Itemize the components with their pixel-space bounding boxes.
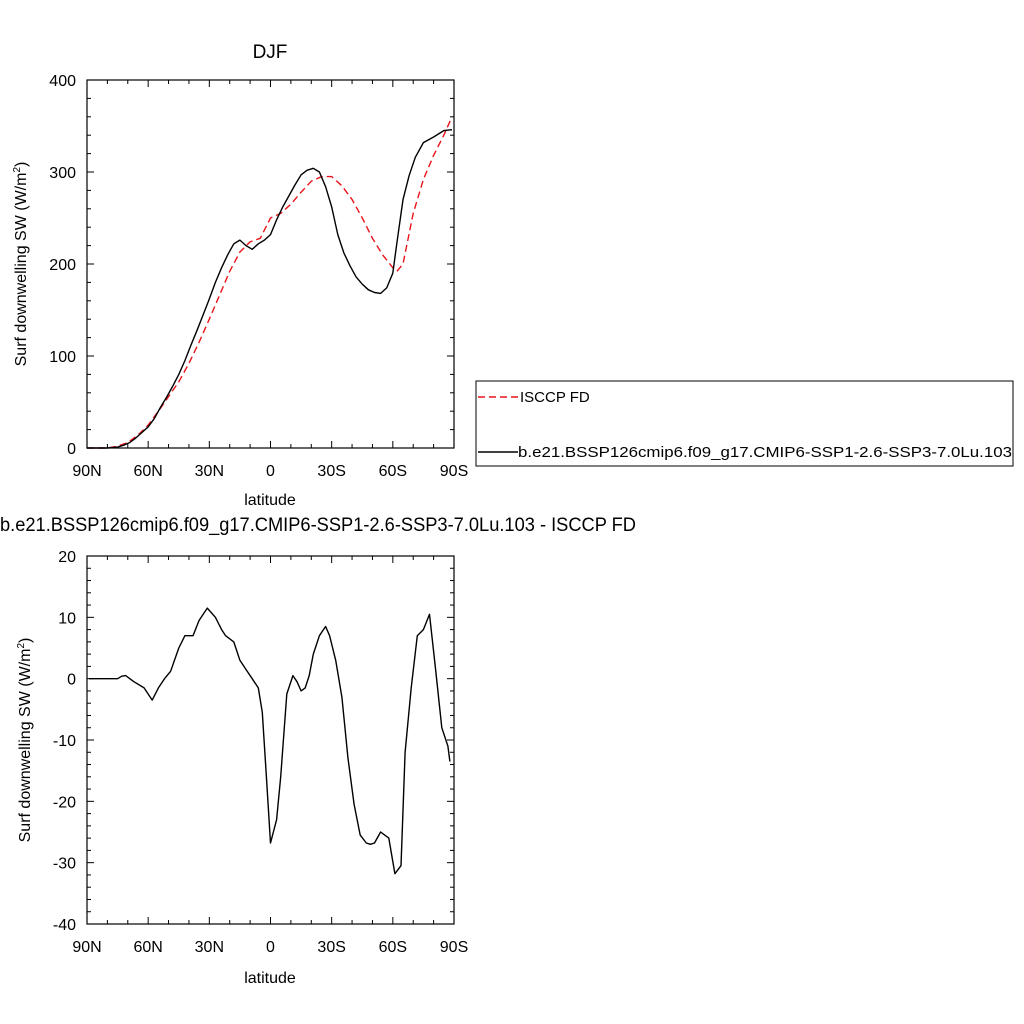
top-x-tick-label: 30S (317, 463, 345, 480)
legend-label-model: b.e21.BSSP126cmip6.f09_g17.CMIP6-SSP1-2.… (518, 444, 1012, 461)
top-series-line-0 (87, 116, 453, 449)
bottom-y-tick-label: -10 (53, 733, 76, 750)
top-chart-ticks: 90N 60N 30N 0 30S 60S 90S 0 100 200 300 400 (49, 73, 468, 480)
top-x-axis-title: latitude (244, 492, 296, 509)
bottom-x-tick-label: 90S (440, 939, 468, 956)
top-y-tick-label: 0 (67, 441, 76, 458)
bottom-y-tick-label: -20 (53, 794, 76, 811)
top-series-line-1 (87, 129, 453, 449)
bottom-y-tick-label: 0 (67, 672, 76, 689)
bottom-x-tick-label: 90N (72, 939, 101, 956)
bottom-y-axis-title: Surf downwelling SW (W/m2) (16, 638, 34, 843)
bottom-chart-marks (89, 607, 451, 875)
top-x-tick-label: 0 (266, 463, 275, 480)
bottom-y-tick-label: -40 (53, 917, 76, 934)
legend: ISCCP FD b.e21.BSSP126cmip6.f09_g17.CMIP… (475, 380, 1014, 467)
top-y-axis-title: Surf downwelling SW (W/m2) (12, 162, 30, 367)
bottom-x-tick-label: 30N (195, 939, 224, 956)
bottom-x-tick-label: 0 (266, 939, 275, 956)
bottom-y-tick-label: 10 (58, 610, 76, 627)
top-y-tick-label: 100 (49, 349, 76, 366)
legend-box (475, 380, 1014, 467)
top-chart-title: DJF (253, 42, 288, 63)
bottom-series-line-0 (89, 607, 451, 875)
bottom-chart: b.e21.BSSP126cmip6.f09_g17.CMIP6-SSP1-2.… (0, 515, 636, 987)
bottom-chart-title: b.e21.BSSP126cmip6.f09_g17.CMIP6-SSP1-2.… (0, 515, 636, 536)
bottom-x-tick-label: 60S (379, 939, 407, 956)
top-x-tick-label: 90N (72, 463, 101, 480)
top-x-tick-label: 60S (379, 463, 407, 480)
top-x-tick-label: 90S (440, 463, 468, 480)
bottom-chart-ticks: 90N 60N 30N 0 30S 60S 90S -40 -30 -20 -10 0 10 20 (53, 549, 468, 956)
bottom-y-tick-label: 20 (58, 549, 76, 566)
top-x-tick-label: 60N (133, 463, 162, 480)
top-plot-frame (86, 79, 455, 449)
top-y-tick-label: 400 (49, 73, 76, 90)
bottom-x-tick-label: 60N (133, 939, 162, 956)
top-x-tick-label: 30N (195, 463, 224, 480)
top-y-tick-label: 200 (49, 257, 76, 274)
bottom-x-tick-label: 30S (317, 939, 345, 956)
top-y-tick-label: 300 (49, 165, 76, 182)
top-chart: DJF 90N 60N 30N 0 30S 60S 90S 0 100 200 300 400 lat… (12, 42, 1014, 509)
bottom-x-axis-title: latitude (244, 970, 296, 987)
bottom-y-tick-label: -30 (53, 856, 76, 873)
top-chart-marks (87, 116, 453, 449)
legend-label-isccp: ISCCP FD (520, 389, 590, 406)
